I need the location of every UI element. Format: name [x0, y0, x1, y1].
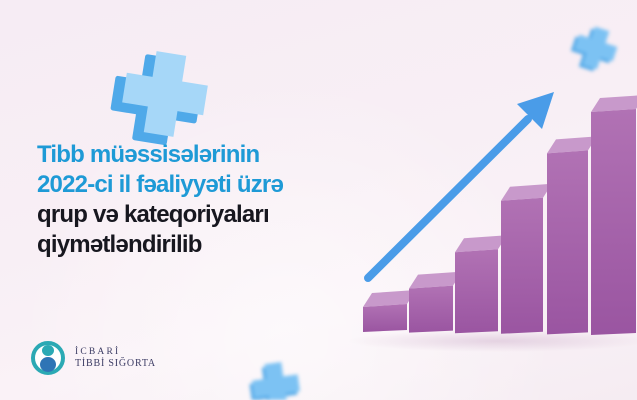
agency-logo-text: İCBARİ TİBBİ SIĞORTA — [75, 346, 156, 370]
logo-text-line-1: İCBARİ — [75, 347, 121, 357]
bar-front-face-1 — [363, 304, 407, 332]
trend-arrow-head — [517, 92, 554, 129]
bar-top-face-4 — [501, 183, 552, 201]
bar-top-face-5 — [547, 136, 597, 154]
plus-front-face — [252, 362, 300, 400]
plus-front-face — [122, 51, 208, 137]
trend-arrow-shaft — [364, 115, 532, 282]
bar-top-face-3 — [455, 235, 507, 253]
bar-front-face-3 — [455, 249, 498, 334]
logo-text-line-2: TİBBİ SIĞORTA — [75, 358, 156, 369]
title-line-1: Tibb müəssisələrinin — [37, 141, 260, 168]
bar-front-face-2 — [409, 285, 453, 333]
small-plus-top-right-icon — [570, 26, 618, 72]
big-plus-icon — [110, 51, 208, 146]
bar-front-face-6 — [591, 109, 636, 335]
bar-top-face-6 — [591, 95, 637, 112]
bars-floor-shadow — [348, 330, 637, 352]
title-line-3: qrup və kateqoriyaları — [37, 201, 270, 228]
trend-arrow — [364, 92, 554, 282]
plus-front-face — [574, 26, 618, 70]
bar-front-face-4 — [501, 197, 543, 334]
bar-top-face-2 — [409, 271, 462, 289]
logo-person-head-shape — [42, 345, 54, 356]
logo-person-body-shape — [40, 357, 56, 372]
agency-logo: İCBARİ TİBBİ SIĞORTA — [31, 341, 156, 375]
bar-top-face-1 — [363, 290, 416, 307]
small-plus-bottom-icon — [249, 362, 300, 400]
title-line-2: 2022-ci il fəaliyyəti üzrə — [37, 171, 284, 198]
bars-group — [363, 95, 637, 335]
title-line-4: qiymətləndirilib — [37, 231, 202, 258]
page-title: Tibb müəssisələrinin 2022-ci il fəaliyyə… — [37, 140, 367, 260]
bar-front-face-5 — [547, 150, 588, 335]
agency-logo-icon — [31, 341, 65, 375]
